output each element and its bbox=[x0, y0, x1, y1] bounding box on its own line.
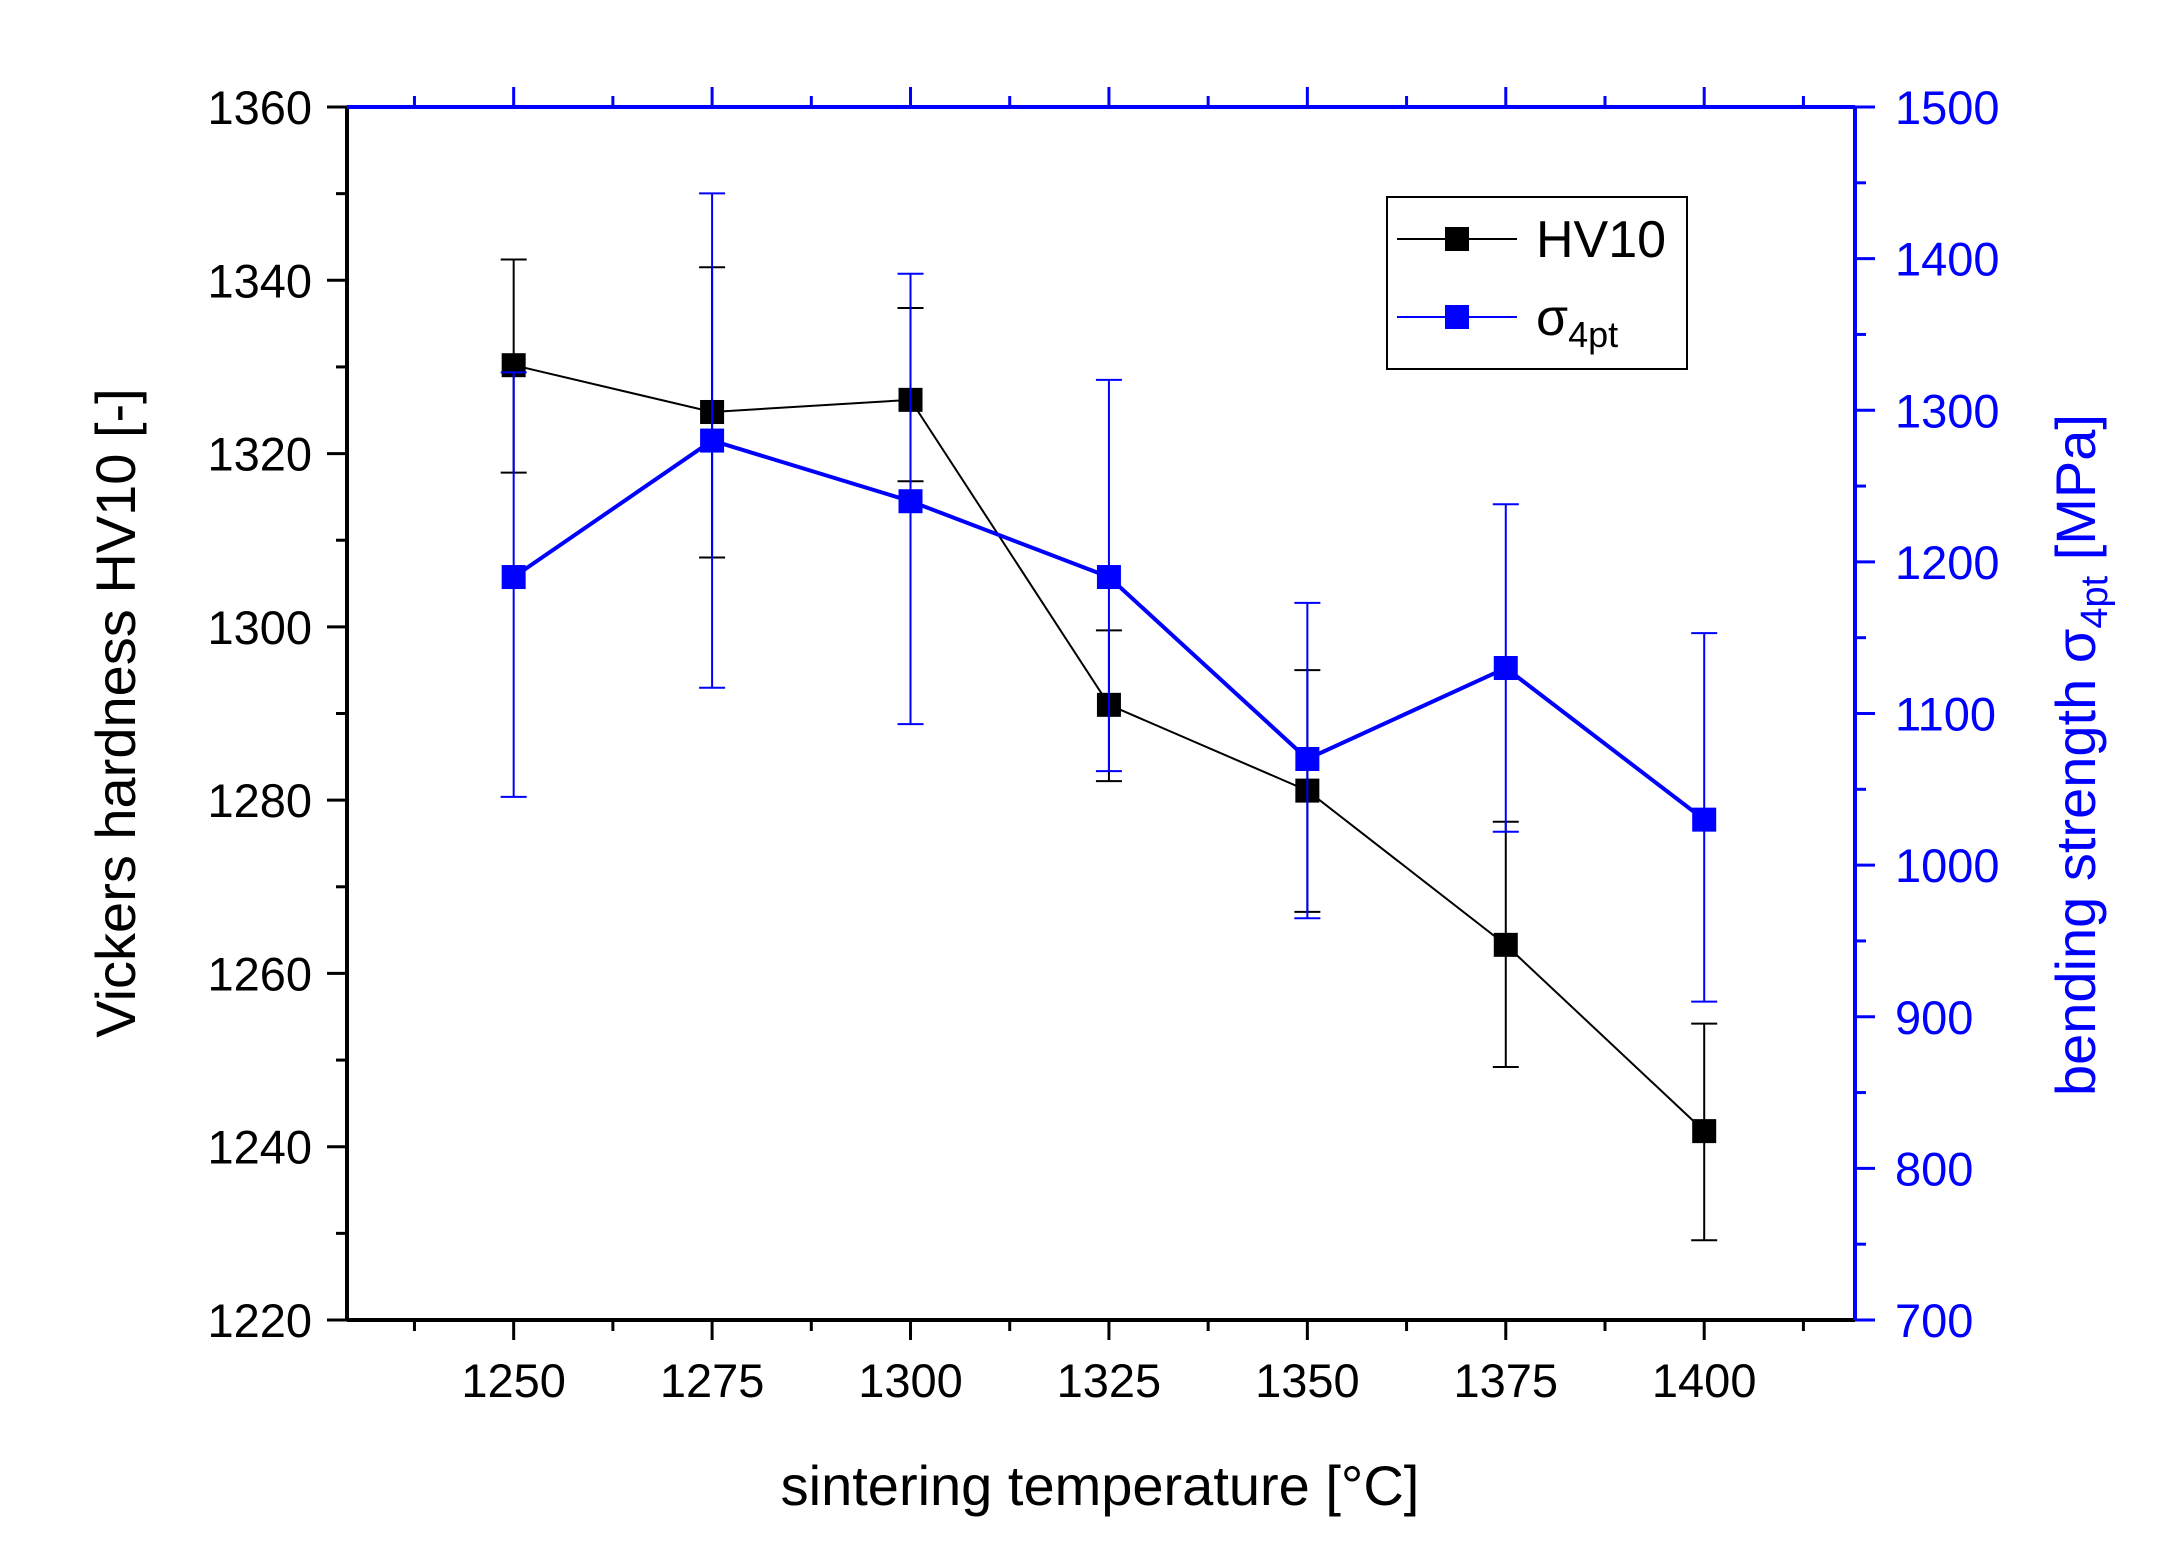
data-point bbox=[1295, 746, 1320, 771]
y2-tick-label: 700 bbox=[1895, 1294, 1973, 1347]
legend-label-sigma-main: σ bbox=[1536, 289, 1568, 347]
y-tick-label: 1280 bbox=[207, 774, 312, 827]
x-axis-title: sintering temperature [°C] bbox=[781, 1454, 1420, 1517]
y-tick-label: 1360 bbox=[207, 81, 312, 134]
y-tick-label: 1220 bbox=[207, 1294, 312, 1347]
y2-axis-title-main: bending strength σ bbox=[2044, 629, 2107, 1096]
legend-label-sigma-subscript: 4pt bbox=[1568, 314, 1618, 355]
y2-tick-label: 900 bbox=[1895, 991, 1973, 1044]
legend-marker-sigma bbox=[1445, 305, 1469, 329]
y-tick-label: 1320 bbox=[207, 428, 312, 481]
series-1 bbox=[500, 192, 1718, 1003]
y2-tick-label: 1100 bbox=[1895, 688, 1996, 741]
x-tick-label: 1375 bbox=[1453, 1354, 1558, 1407]
y-axis-title: Vickers hardness HV10 [-] bbox=[84, 388, 147, 1037]
x-tick-label: 1400 bbox=[1652, 1354, 1757, 1407]
x-tick-label: 1350 bbox=[1255, 1354, 1360, 1407]
y-tick-label: 1240 bbox=[207, 1121, 312, 1174]
legend-label-sigma: σ4pt bbox=[1536, 289, 1618, 355]
y-tick-label: 1340 bbox=[207, 254, 312, 307]
x-tick-label: 1300 bbox=[858, 1354, 963, 1407]
y2-axis-title: bending strength σ4pt [MPa] bbox=[2044, 414, 2116, 1096]
data-point bbox=[501, 565, 526, 590]
legend-marker-hv10 bbox=[1445, 227, 1469, 251]
left-tick-labels: 1220 1240 1260 1280 1300 1320 1340 1360 bbox=[207, 81, 312, 1347]
bottom-tick-labels: 1250 1275 1300 1325 1350 1375 1400 bbox=[461, 1354, 1756, 1407]
y2-axis-title-unit: [MPa] bbox=[2044, 414, 2107, 576]
data-point bbox=[898, 489, 923, 514]
y2-tick-label: 1500 bbox=[1895, 81, 2000, 134]
y-tick-label: 1260 bbox=[207, 947, 312, 1000]
legend-box bbox=[1386, 196, 1688, 370]
y2-tick-label: 800 bbox=[1895, 1142, 1973, 1195]
right-tick-labels: 700 800 900 1000 1100 1200 1300 1400 1500 bbox=[1895, 81, 2000, 1347]
data-point bbox=[1493, 656, 1518, 681]
series-layer bbox=[500, 192, 1718, 1242]
legend: HV10 σ4pt bbox=[1386, 196, 1688, 370]
y2-tick-label: 1300 bbox=[1895, 384, 2000, 437]
x-tick-label: 1275 bbox=[660, 1354, 765, 1407]
data-point bbox=[1692, 1119, 1717, 1144]
data-point bbox=[1692, 807, 1717, 832]
legend-label-hv10: HV10 bbox=[1536, 211, 1666, 269]
major-ticks bbox=[327, 87, 1875, 1340]
y2-tick-label: 1000 bbox=[1895, 839, 2000, 892]
y2-tick-label: 1400 bbox=[1895, 233, 2000, 286]
data-point bbox=[1493, 932, 1518, 957]
x-tick-label: 1250 bbox=[461, 1354, 566, 1407]
y-tick-label: 1300 bbox=[207, 601, 312, 654]
x-tick-label: 1325 bbox=[1057, 1354, 1162, 1407]
data-point bbox=[700, 428, 725, 453]
y2-axis-title-subscript: 4pt bbox=[2074, 575, 2116, 628]
data-point bbox=[1096, 565, 1121, 590]
y2-tick-label: 1200 bbox=[1895, 536, 2000, 589]
